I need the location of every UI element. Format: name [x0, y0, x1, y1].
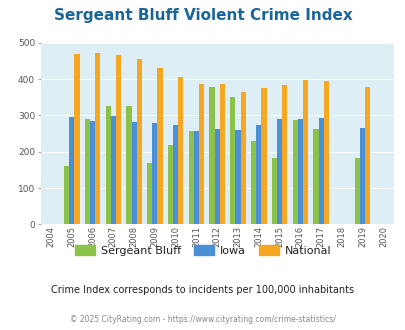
Bar: [74, 54, 79, 224]
Bar: [281, 85, 287, 224]
Bar: [173, 124, 178, 224]
Bar: [250, 141, 256, 224]
Bar: [323, 82, 328, 224]
Bar: [313, 129, 318, 224]
Text: Crime Index corresponds to incidents per 100,000 inhabitants: Crime Index corresponds to incidents per…: [51, 285, 354, 295]
Bar: [318, 118, 323, 224]
Bar: [214, 129, 219, 224]
Bar: [209, 87, 214, 224]
Bar: [126, 106, 131, 224]
Legend: Sergeant Bluff, Iowa, National: Sergeant Bluff, Iowa, National: [70, 241, 335, 260]
Bar: [193, 131, 198, 224]
Bar: [256, 125, 261, 224]
Bar: [292, 120, 297, 224]
Bar: [354, 158, 359, 224]
Bar: [364, 87, 369, 224]
Bar: [230, 97, 235, 224]
Bar: [219, 84, 224, 224]
Bar: [64, 166, 69, 224]
Bar: [147, 163, 152, 224]
Bar: [271, 158, 276, 224]
Text: © 2025 CityRating.com - https://www.cityrating.com/crime-statistics/: © 2025 CityRating.com - https://www.city…: [70, 315, 335, 324]
Bar: [95, 53, 100, 224]
Bar: [85, 119, 90, 224]
Bar: [131, 122, 136, 224]
Bar: [276, 119, 281, 224]
Bar: [302, 80, 307, 224]
Bar: [90, 121, 95, 224]
Bar: [240, 91, 245, 224]
Bar: [111, 116, 116, 224]
Bar: [359, 128, 364, 224]
Bar: [167, 145, 173, 224]
Bar: [178, 77, 183, 224]
Bar: [188, 131, 193, 224]
Bar: [235, 130, 240, 224]
Bar: [116, 55, 121, 224]
Text: Sergeant Bluff Violent Crime Index: Sergeant Bluff Violent Crime Index: [53, 8, 352, 23]
Bar: [69, 117, 74, 224]
Bar: [157, 68, 162, 224]
Bar: [152, 123, 157, 224]
Bar: [198, 84, 204, 224]
Bar: [261, 87, 266, 224]
Bar: [297, 119, 302, 224]
Bar: [105, 106, 111, 224]
Bar: [136, 59, 141, 224]
